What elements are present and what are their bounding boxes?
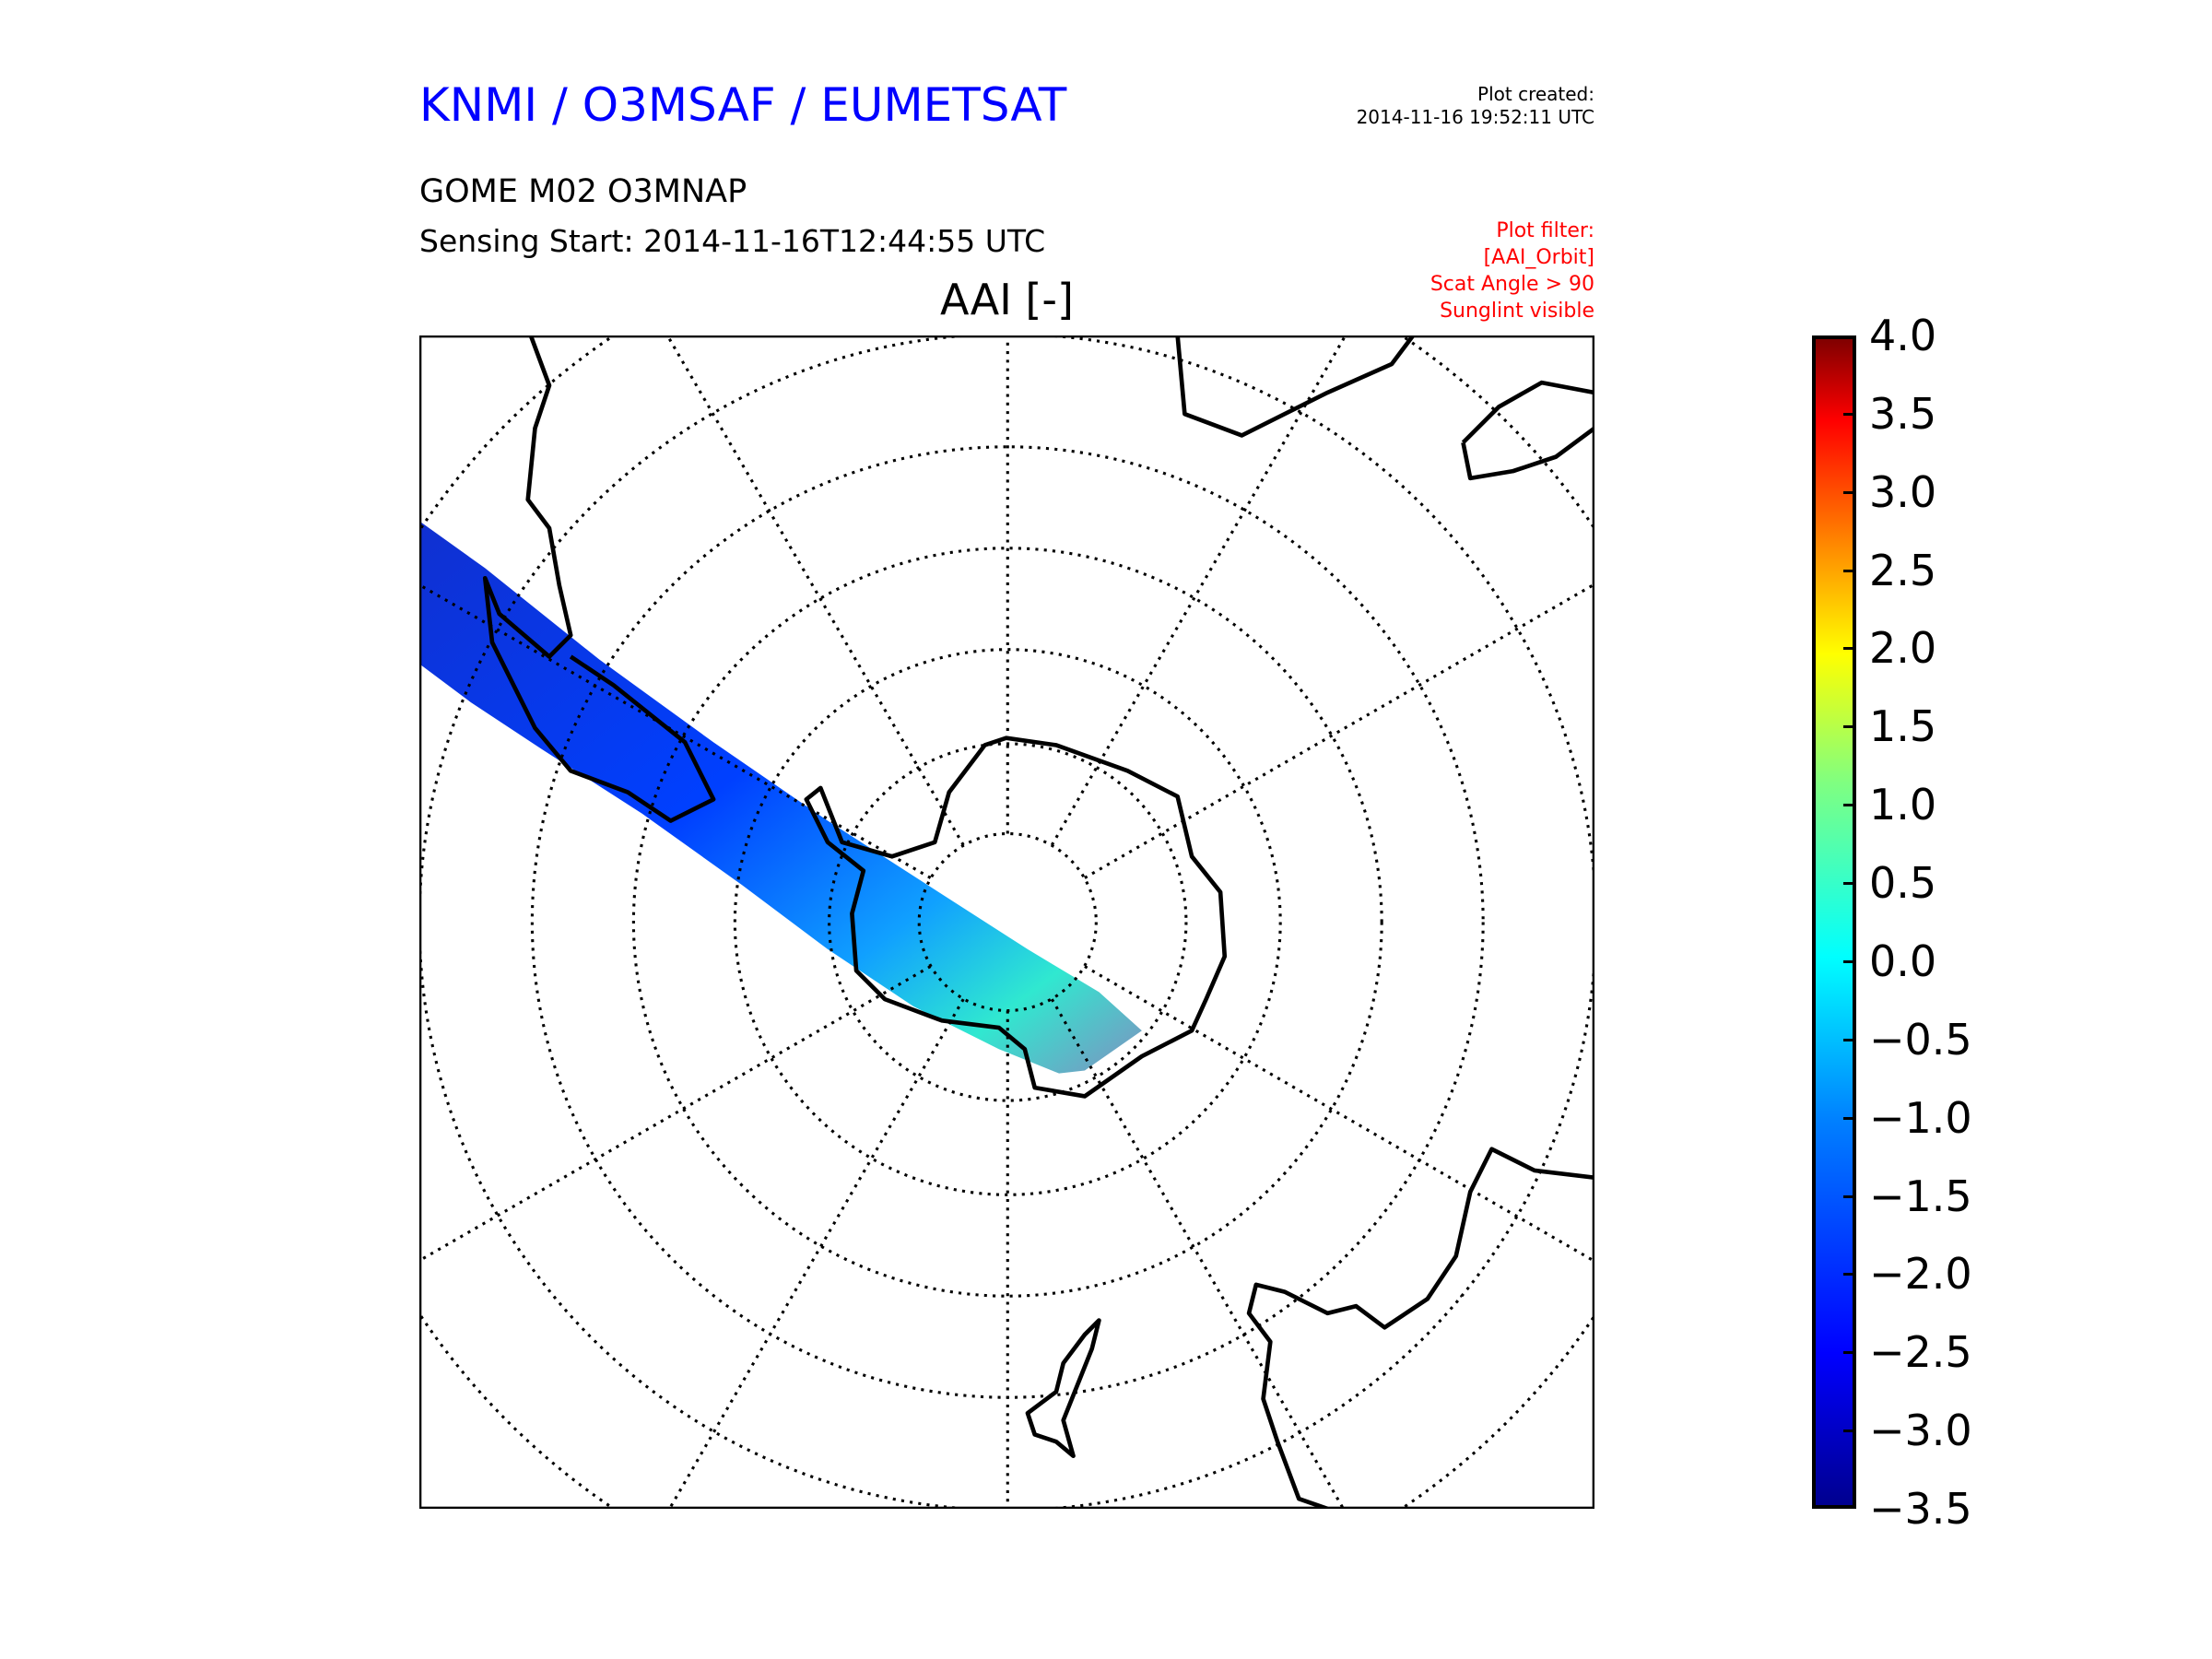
colorbar-tick-label: 3.5 bbox=[1869, 388, 1937, 439]
polar-map bbox=[419, 335, 1594, 1509]
map-title: AAI [-] bbox=[940, 275, 1074, 324]
colorbar-tick-mark bbox=[1843, 725, 1856, 729]
colorbar-tick-label: 1.5 bbox=[1869, 701, 1937, 752]
colorbar-tick-mark bbox=[1843, 959, 1856, 963]
colorbar-tick-label: −2.0 bbox=[1869, 1249, 1972, 1300]
plot-created-value: 2014-11-16 19:52:11 UTC bbox=[1356, 106, 1594, 128]
colorbar-tick-mark bbox=[1843, 1194, 1856, 1198]
colorbar-tick-label: −3.5 bbox=[1869, 1484, 1972, 1534]
colorbar-tick-mark bbox=[1843, 1038, 1856, 1041]
colorbar-tick-label: −1.0 bbox=[1869, 1092, 1972, 1143]
colorbar-tick-mark bbox=[1843, 1116, 1856, 1120]
satellite-swath bbox=[419, 521, 1142, 1074]
madagascar-coast bbox=[1461, 380, 1594, 481]
plot-filter: Plot filter: [AAI_Orbit] Scat Angle > 90… bbox=[1430, 218, 1594, 324]
product-name: GOME M02 O3MNAP bbox=[419, 173, 747, 210]
plot-created-label: Plot created: bbox=[1477, 83, 1594, 105]
colorbar-tick-label: 2.5 bbox=[1869, 545, 1937, 595]
colorbar-tick-mark bbox=[1843, 1430, 1856, 1433]
colorbar-tick-label: −1.5 bbox=[1869, 1171, 1972, 1221]
colorbar-tick-mark bbox=[1843, 1351, 1856, 1355]
organization-title: KNMI / O3MSAF / EUMETSAT bbox=[419, 78, 1067, 132]
plot-created: Plot created: 2014-11-16 19:52:11 UTC bbox=[1357, 83, 1594, 129]
filter-line: Plot filter: bbox=[1496, 219, 1594, 242]
colorbar-tick-label: −0.5 bbox=[1869, 1014, 1972, 1065]
colorbar-tick-label: 0.0 bbox=[1869, 935, 1937, 986]
colorbar-tick-label: −3.0 bbox=[1869, 1406, 1972, 1456]
colorbar-tick-label: 3.0 bbox=[1869, 466, 1937, 517]
colorbar-tick-label: −2.5 bbox=[1869, 1327, 1972, 1378]
filter-line: Sunglint visible bbox=[1440, 300, 1594, 323]
filter-line: Scat Angle > 90 bbox=[1430, 273, 1594, 296]
colorbar bbox=[1812, 335, 1856, 1509]
antarctica-coast bbox=[804, 735, 1228, 1099]
colorbar-tick-mark bbox=[1843, 647, 1856, 651]
colorbar-tick-mark bbox=[1843, 882, 1856, 886]
sensing-start: Sensing Start: 2014-11-16T12:44:55 UTC bbox=[419, 223, 1046, 259]
colorbar-tick-mark bbox=[1843, 412, 1856, 416]
africa-coast bbox=[1175, 335, 1416, 438]
coastlines bbox=[482, 335, 1594, 1509]
south-america-coast bbox=[482, 335, 716, 823]
graticule bbox=[419, 335, 1594, 1509]
colorbar-tick-mark bbox=[1843, 804, 1856, 807]
colorbar-tick-label: 4.0 bbox=[1869, 311, 1937, 360]
colorbar-tick-label: 0.5 bbox=[1869, 858, 1937, 909]
filter-line: [AAI_Orbit] bbox=[1483, 246, 1594, 269]
colorbar-tick-mark bbox=[1843, 569, 1856, 572]
colorbar-tick-label: 1.0 bbox=[1869, 780, 1937, 830]
new-zealand-coast bbox=[1025, 1318, 1101, 1459]
colorbar-tick-mark bbox=[1843, 1273, 1856, 1277]
colorbar-tick-mark bbox=[1843, 490, 1856, 494]
colorbar-tick-label: 2.0 bbox=[1869, 623, 1937, 674]
australia-coast bbox=[1246, 1147, 1594, 1509]
